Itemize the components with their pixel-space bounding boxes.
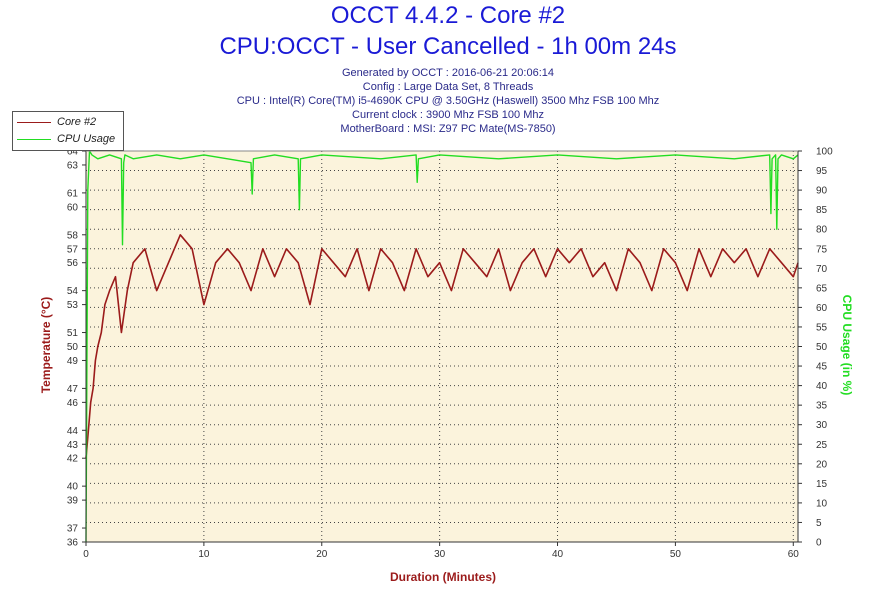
series-line-core-2 — [85, 234, 799, 459]
y-left-tick-label: 63 — [67, 160, 79, 171]
x-tick-label: 50 — [670, 549, 682, 560]
y-right-tick-label: 65 — [816, 283, 828, 294]
x-tick-label: 40 — [552, 549, 564, 560]
y-axis-label-left: Temperature (°C) — [39, 297, 53, 394]
x-tick-label: 30 — [434, 549, 446, 560]
y-right-tick-label: 80 — [816, 225, 828, 236]
y-left-tick-label: 36 — [67, 538, 79, 549]
y-right-tick-label: 100 — [816, 147, 833, 158]
y-left-tick-label: 64 — [67, 147, 79, 158]
y-left-tick-label: 43 — [67, 440, 79, 451]
legend-label-core: Core #2 — [57, 116, 97, 128]
y-right-tick-label: 75 — [816, 244, 828, 255]
y-right-tick-label: 15 — [816, 479, 828, 490]
y-right-tick-label: 25 — [816, 440, 828, 451]
axis-ticks: 0 10 20 30 40 50 60363739404243444647495051535… — [67, 147, 833, 561]
y-left-tick-label: 61 — [67, 188, 79, 199]
y-right-tick-label: 50 — [816, 342, 828, 353]
y-right-tick-label: 45 — [816, 362, 828, 373]
y-left-tick-label: 53 — [67, 300, 79, 311]
x-tick-label: 20 — [316, 549, 328, 560]
y-right-tick-label: 70 — [816, 264, 828, 275]
y-right-tick-label: 0 — [816, 538, 822, 549]
y-left-tick-label: 37 — [67, 524, 79, 535]
series-line-cpu-usage — [85, 150, 799, 543]
y-left-tick-label: 51 — [67, 328, 79, 339]
info-motherboard: MotherBoard : MSI: Z97 PC Mate(MS-7850) — [340, 123, 556, 135]
x-tick-label: 10 — [198, 549, 210, 560]
y-right-tick-label: 40 — [816, 381, 828, 392]
y-right-tick-label: 10 — [816, 498, 828, 509]
y-right-tick-label: 35 — [816, 401, 828, 412]
legend-swatch-core — [17, 121, 51, 123]
info-cpu: CPU : Intel(R) Core(TM) i5-4690K CPU @ 3… — [236, 95, 660, 107]
y-left-tick-label: 49 — [67, 356, 79, 367]
y-left-tick-label: 39 — [67, 496, 79, 507]
chart-legend: Core #2 CPU Usage — [12, 111, 124, 151]
info-generated: Generated by OCCT : 2016-06-21 20:06:14 — [342, 67, 554, 79]
y-right-tick-label: 20 — [816, 459, 828, 470]
y-right-tick-label: 30 — [816, 420, 828, 431]
legend-item-core: Core #2 — [17, 115, 96, 129]
series-lines — [85, 150, 799, 543]
y-left-tick-label: 40 — [67, 482, 79, 493]
y-right-tick-label: 85 — [816, 205, 828, 216]
legend-label-cpu: CPU Usage — [57, 133, 116, 145]
info-clock: Current clock : 3900 Mhz FSB 100 Mhz — [352, 109, 544, 121]
x-tick-label: 60 — [788, 549, 800, 560]
x-axis-label: Duration (Minutes) — [390, 570, 496, 584]
y-right-tick-label: 90 — [816, 186, 828, 197]
y-left-tick-label: 50 — [67, 342, 79, 353]
y-left-tick-label: 46 — [67, 398, 79, 409]
y-right-tick-label: 55 — [816, 322, 828, 333]
y-left-tick-label: 54 — [67, 286, 79, 297]
y-left-tick-label: 60 — [67, 202, 79, 213]
y-left-tick-label: 42 — [67, 454, 79, 465]
y-right-tick-label: 95 — [816, 166, 828, 177]
y-left-tick-label: 58 — [67, 230, 79, 241]
chart-subtitle: CPU:OCCT - User Cancelled - 1h 00m 24s — [219, 33, 677, 60]
y-left-tick-label: 57 — [67, 244, 79, 255]
legend-item-cpu: CPU Usage — [17, 132, 115, 146]
y-left-tick-label: 44 — [67, 426, 79, 437]
legend-swatch-cpu — [17, 138, 51, 140]
info-config: Config : Large Data Set, 8 Threads — [362, 81, 534, 93]
y-axis-label-right: CPU Usage (in %) — [840, 295, 854, 396]
y-right-tick-label: 60 — [816, 303, 828, 314]
y-left-tick-label: 56 — [67, 258, 79, 269]
x-tick-label: 0 — [83, 549, 89, 560]
chart-title: OCCT 4.4.2 - Core #2 — [330, 2, 566, 29]
y-left-tick-label: 47 — [67, 384, 79, 395]
y-right-tick-label: 5 — [816, 518, 822, 529]
axes — [85, 150, 799, 543]
